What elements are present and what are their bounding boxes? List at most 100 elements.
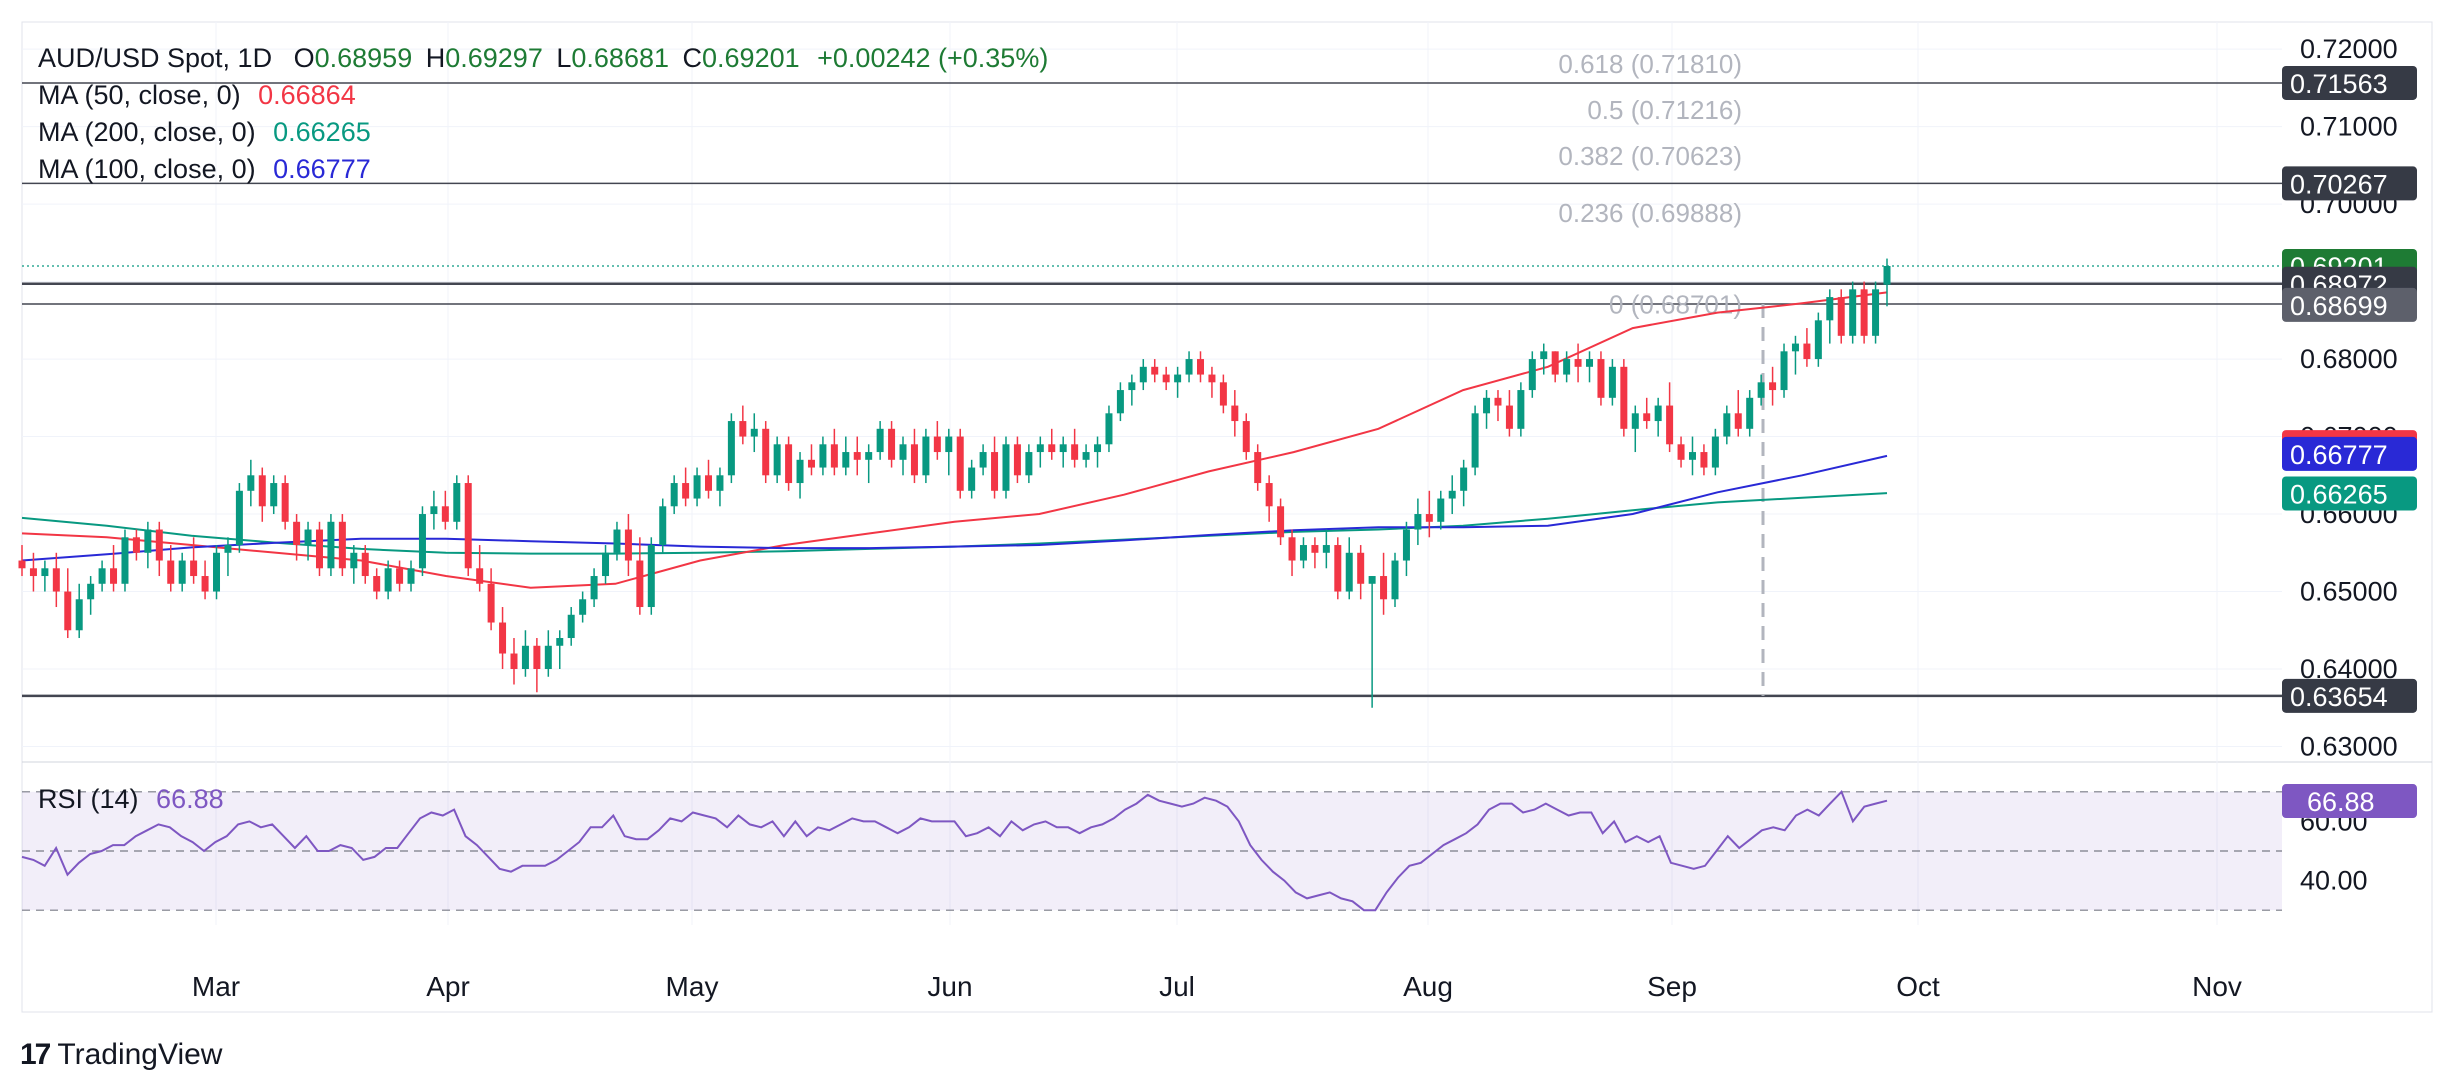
candle: [853, 436, 861, 476]
candle-body: [521, 645, 529, 670]
candle-body: [659, 506, 667, 546]
candle-body: [647, 545, 655, 608]
candle-body: [1517, 390, 1525, 429]
candle: [773, 436, 781, 484]
candle: [636, 537, 644, 615]
candle-body: [396, 568, 404, 584]
candle-body: [1826, 297, 1834, 321]
candle-body: [132, 537, 140, 553]
ma100-row: MA (100, close, 0) 0.66777: [38, 151, 1048, 188]
candle: [739, 405, 747, 445]
symbol-title: AUD/USD Spot, 1D: [38, 43, 273, 73]
ma200-label: MA (200, close, 0): [38, 117, 256, 147]
candle-body: [373, 576, 381, 592]
candle: [521, 630, 529, 677]
candle: [1151, 359, 1159, 383]
candle: [499, 607, 507, 670]
fib-level-label: 0 (0.68701): [1609, 290, 1742, 320]
candle-body: [1231, 405, 1239, 422]
candle-body: [1368, 576, 1376, 584]
candle-body: [121, 537, 129, 584]
candle-body: [1013, 444, 1021, 476]
candle-body: [624, 529, 632, 561]
candle: [670, 475, 678, 515]
candle-body: [1700, 452, 1708, 468]
candle: [270, 475, 278, 515]
candle: [1597, 351, 1605, 406]
candle: [624, 514, 632, 577]
candle: [647, 537, 655, 615]
candle: [1368, 576, 1376, 708]
price-label-box: [2282, 678, 2417, 713]
candle: [968, 459, 976, 499]
candle-body: [991, 452, 999, 491]
candle: [304, 521, 312, 561]
candle: [201, 560, 209, 600]
candle-body: [1036, 444, 1044, 453]
candle-body: [1505, 405, 1513, 429]
candle: [1654, 397, 1662, 437]
candle: [1288, 529, 1296, 577]
price-label-ma200: 0.66265: [2282, 476, 2417, 511]
candle-body: [1357, 552, 1365, 584]
candle-body: [1345, 552, 1353, 592]
time-axis-tick: Apr: [426, 971, 470, 1002]
price-axis-tick: 0.63000: [2300, 732, 2398, 762]
candle: [693, 467, 701, 507]
candle-body: [1162, 374, 1170, 383]
low-value: 0.68681: [571, 43, 669, 73]
candle-body: [865, 452, 873, 460]
low-label: L: [556, 43, 572, 73]
candle-body: [1769, 382, 1777, 391]
price-axis-tick: 0.72000: [2300, 34, 2398, 64]
candle: [682, 467, 690, 507]
candle: [1860, 281, 1868, 344]
candle-body: [1723, 413, 1731, 437]
candle-body: [1059, 444, 1067, 453]
candle: [281, 475, 289, 530]
candle: [1826, 289, 1834, 344]
candle-body: [1437, 498, 1445, 522]
candle-body: [1711, 436, 1719, 468]
candle: [933, 421, 941, 460]
price-axis-tick: 0.65000: [2300, 577, 2398, 607]
candle: [1196, 351, 1204, 383]
candle: [1608, 359, 1616, 406]
tradingview-brand[interactable]: 17 TradingView: [20, 1038, 222, 1072]
close-label: C: [682, 43, 703, 73]
candle-body: [922, 436, 930, 476]
candle: [98, 560, 106, 592]
candle: [1174, 366, 1182, 398]
candle: [1002, 436, 1010, 499]
candle-body: [315, 529, 323, 569]
candle: [865, 444, 873, 484]
candle-body: [1608, 366, 1616, 398]
candle-body: [1219, 382, 1227, 406]
candle: [247, 459, 255, 507]
candle-body: [499, 622, 507, 654]
candle-body: [201, 576, 209, 592]
ma50-line: [21, 291, 1888, 589]
candle: [1700, 444, 1708, 476]
open-value: 0.68959: [314, 43, 413, 73]
candle-body: [876, 428, 884, 453]
candle: [1128, 374, 1136, 406]
candle: [1425, 490, 1433, 538]
ma200-row: MA (200, close, 0) 0.66265: [38, 114, 1048, 151]
price-label-level: 0.63654: [2282, 678, 2417, 713]
candle: [1380, 552, 1388, 615]
candle-body: [224, 545, 232, 553]
candle: [1791, 335, 1799, 375]
candle: [18, 545, 26, 577]
candle-body: [762, 428, 770, 476]
candle-body: [1082, 452, 1090, 460]
candle: [762, 421, 770, 484]
candle-body: [350, 552, 358, 569]
tradingview-logo-icon: 17: [20, 1038, 51, 1071]
candle: [1277, 498, 1285, 546]
candle-body: [281, 483, 289, 522]
candle: [1471, 405, 1479, 476]
candle: [533, 638, 541, 693]
candle-body: [1620, 366, 1628, 429]
